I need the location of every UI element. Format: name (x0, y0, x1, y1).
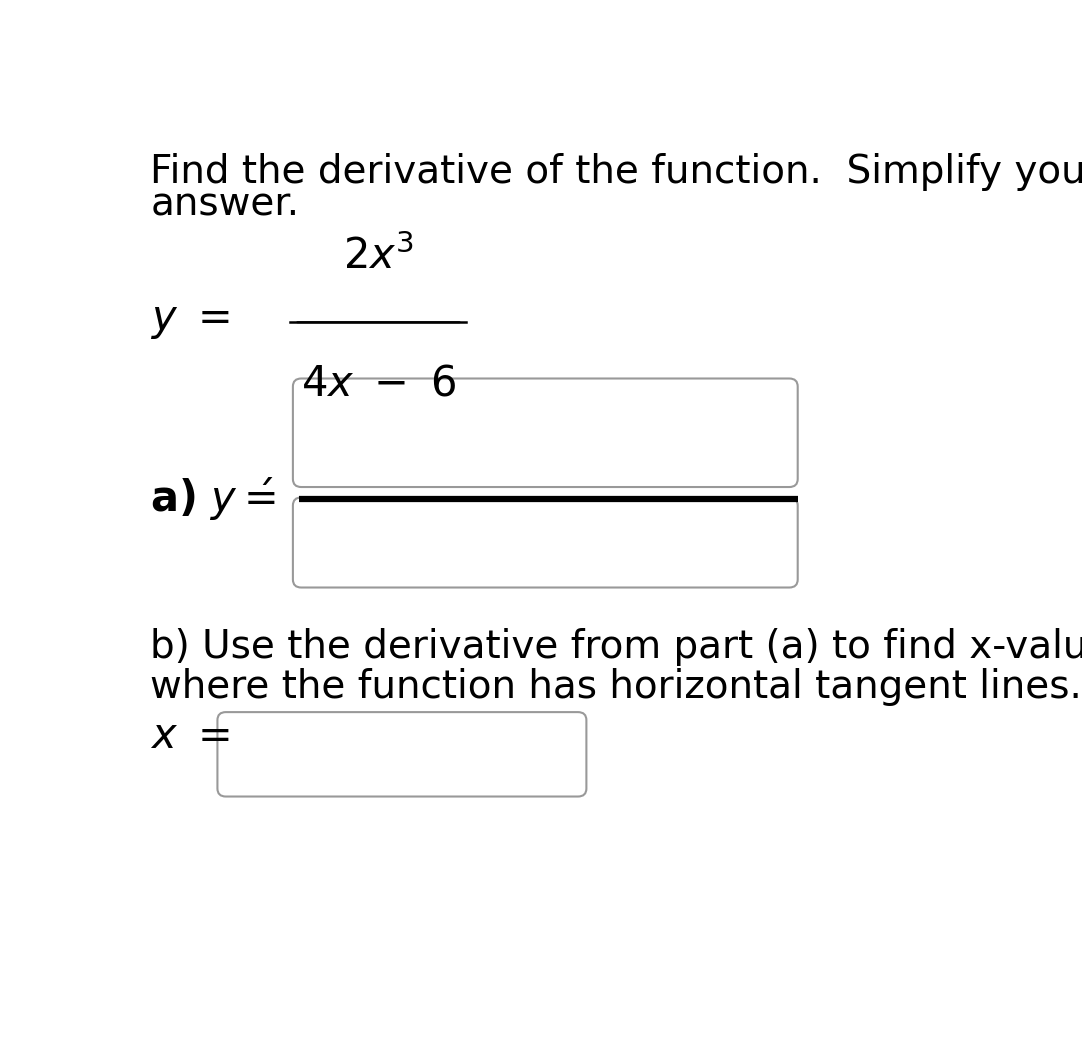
Text: $x\ =$: $x\ =$ (150, 715, 230, 757)
Text: Find the derivative of the function.  Simplify you: Find the derivative of the function. Sim… (150, 153, 1082, 191)
FancyBboxPatch shape (293, 498, 797, 588)
Text: $\mathbf{a)}\ y\'=$: $\mathbf{a)}\ y\'=$ (150, 475, 276, 523)
Text: where the function has horizontal tangent lines.: where the function has horizontal tangen… (150, 668, 1082, 706)
Text: $y\ =$: $y\ =$ (150, 299, 230, 340)
Text: b) Use the derivative from part (a) to find x-values: b) Use the derivative from part (a) to f… (150, 627, 1082, 666)
FancyBboxPatch shape (293, 379, 797, 487)
Text: $4x\ -\ 6$: $4x\ -\ 6$ (301, 362, 456, 404)
FancyBboxPatch shape (217, 712, 586, 797)
Text: $2x^3$: $2x^3$ (343, 236, 414, 278)
Text: answer.: answer. (150, 186, 300, 223)
